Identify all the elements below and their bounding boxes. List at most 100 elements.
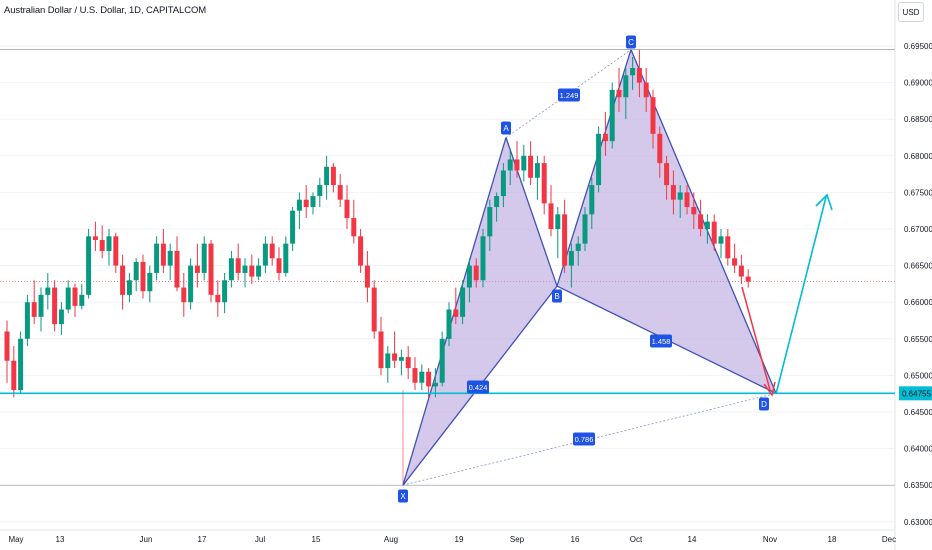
y-tick-label: 0.67000: [904, 225, 932, 234]
projection-arrow-shaft: [775, 196, 827, 395]
candle-body: [528, 155, 534, 178]
candle-body: [276, 258, 282, 273]
candle-body: [405, 357, 411, 369]
candle-body: [650, 97, 656, 134]
point-label-d-bg: [759, 397, 769, 411]
candle-body: [181, 287, 187, 303]
drop-arrow-shaft: [741, 286, 771, 391]
y-tick-label: 0.66500: [904, 262, 932, 271]
candle-body: [521, 155, 527, 171]
candle-body: [174, 250, 180, 288]
candle-body: [126, 280, 132, 295]
x-tick-label: Oct: [630, 535, 643, 544]
candle-body: [718, 236, 724, 244]
y-tick-label: 0.67500: [904, 188, 932, 197]
candle-body: [344, 199, 350, 219]
candle-body: [86, 236, 92, 295]
candle-body: [575, 243, 581, 251]
y-tick-labels: 0.69500 0.69000 0.68500 0.68000 0.67500 0.670…: [904, 42, 932, 527]
ratio-label: 0.786: [575, 435, 594, 444]
candle-body: [385, 353, 391, 369]
point-label-x-bg: [398, 489, 408, 503]
ratio-label: 1.249: [560, 91, 579, 100]
y-tick-label: 0.68000: [904, 152, 932, 161]
point-label-d: D: [761, 400, 767, 409]
candle-body: [72, 287, 78, 306]
candle-body: [324, 166, 330, 186]
candle-body: [589, 185, 595, 215]
candle-body: [52, 287, 58, 325]
candle-body: [684, 192, 690, 208]
candle-body: [670, 185, 676, 200]
candle-body: [120, 265, 126, 295]
y-tick-label: 0.69500: [904, 42, 932, 51]
x-tick-label: Nov: [763, 535, 777, 544]
candle-body: [562, 214, 568, 266]
candle-body: [460, 287, 466, 317]
ratio-label-bg: [558, 88, 580, 102]
candle-body: [609, 89, 615, 142]
candle-body: [643, 82, 649, 98]
candle-body: [147, 272, 153, 292]
x-tick-labels: May 13 Jun 17 Jul 15 Aug 19 Sep 16 Oct 14 Nov 18 Dec: [8, 535, 896, 544]
candle-body: [106, 236, 112, 251]
candle-body: [582, 214, 588, 244]
candle-body: [249, 265, 255, 277]
candle-body: [698, 214, 704, 229]
candle-body: [446, 309, 452, 339]
currency-button[interactable]: USD: [898, 2, 924, 22]
candle-body: [596, 133, 602, 186]
ratio-label-bg: [650, 334, 672, 348]
x-tick-label: Dec: [882, 535, 896, 544]
y-tick-label: 0.64500: [904, 408, 932, 417]
candle-body: [140, 261, 146, 292]
y-tick-label: 0.66000: [904, 298, 932, 307]
candle-body: [432, 382, 438, 387]
candle-body: [514, 159, 520, 171]
y-tick-label: 0.65000: [904, 371, 932, 380]
ratio-label-bg: [573, 432, 595, 446]
y-tick-label: 0.69000: [904, 79, 932, 88]
candle-body: [235, 258, 241, 273]
candle-body: [113, 236, 119, 266]
drop-arrow: [741, 286, 776, 397]
y-tick-label: 0.65500: [904, 335, 932, 344]
candle-body: [4, 331, 10, 361]
x-tick-label: Jul: [255, 535, 265, 544]
candle-body: [24, 302, 30, 339]
candle-body: [623, 75, 629, 98]
candle-body: [691, 207, 697, 215]
candle-body: [133, 261, 139, 281]
x-tick-label: 17: [198, 535, 207, 544]
candle-body: [38, 294, 44, 317]
candle-body: [160, 243, 166, 266]
candle-body: [330, 166, 336, 186]
candle-body: [364, 265, 370, 288]
candle-body: [616, 89, 622, 98]
candle-body: [317, 185, 323, 197]
candle-body: [630, 67, 636, 76]
y-tick-label: 0.64000: [904, 445, 932, 454]
candle-body: [487, 207, 493, 237]
candle-body: [358, 236, 364, 266]
xab-triangle: [403, 137, 557, 486]
candle-body: [45, 287, 51, 295]
candle-body: [65, 287, 71, 310]
projection-arrow: [775, 193, 833, 395]
candle-body: [426, 371, 432, 387]
candle-body: [568, 250, 574, 266]
y-tick-label: 0.68500: [904, 115, 932, 124]
x-tick-label: 14: [688, 535, 697, 544]
current-price-badge: 0.64755: [899, 386, 932, 401]
y-tick-label: 0.63500: [904, 481, 932, 490]
candle-body: [188, 265, 194, 303]
candle-body: [194, 265, 200, 273]
ratio-label-bg: [467, 380, 489, 394]
drop-arrow-head: [763, 381, 776, 397]
point-label-b: B: [554, 292, 559, 301]
point-label-a-bg: [501, 121, 511, 135]
candle-body: [296, 199, 302, 211]
candle-body: [18, 338, 24, 391]
candle-body: [262, 243, 268, 266]
